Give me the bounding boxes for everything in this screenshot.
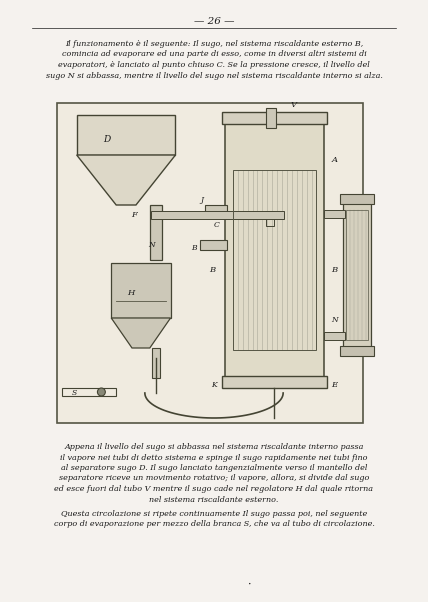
Text: Il funzionamento è il seguente: Il sugo, nel sistema riscaldante esterno B,: Il funzionamento è il seguente: Il sugo,… [65,40,363,48]
Text: separatore riceve un movimento rotativo; il vapore, allora, si divide dal sugo: separatore riceve un movimento rotativo;… [59,474,369,482]
Bar [111,263,170,318]
Bar [57,103,363,423]
Circle shape [98,388,105,396]
Text: E: E [332,381,338,389]
Text: evaporatori, è lanciato al punto chiuso C. Se la pressione cresce, il livello de: evaporatori, è lanciato al punto chiuso … [58,61,370,69]
Bar [77,115,175,155]
Text: al separatore sugo D. Il sugo lanciato tangenzialmente verso il mantello del: al separatore sugo D. Il sugo lanciato t… [61,464,367,472]
Text: H: H [128,289,135,297]
Bar [340,194,374,204]
Text: F: F [131,211,137,219]
Text: B: B [192,244,197,252]
Text: comincia ad evaporare ed una parte di esso, come in diversi altri sistemi di: comincia ad evaporare ed una parte di es… [62,51,366,58]
Bar [324,210,345,218]
Bar [233,170,316,350]
Bar [346,210,368,340]
Text: V: V [291,101,297,109]
Text: S: S [72,389,77,397]
Bar [266,108,276,128]
Text: — 26 —: — 26 — [194,17,234,26]
Bar [343,200,371,350]
Text: B: B [332,266,338,274]
Text: sugo N si abbassa, mentre il livello del sugo nel sistema riscaldante interno si: sugo N si abbassa, mentre il livello del… [45,72,383,79]
Bar [222,376,327,388]
Text: N: N [332,316,338,324]
Text: B: B [209,266,215,274]
Polygon shape [77,155,175,205]
Bar [266,211,274,226]
Bar [150,205,162,260]
Bar [205,205,227,213]
Bar [62,388,116,396]
Bar [222,112,327,124]
Text: J: J [200,196,203,204]
Text: ed esce fuori dal tubo V mentre il sugo cade nel regolatore H dal quale ritorna: ed esce fuori dal tubo V mentre il sugo … [54,485,374,493]
Bar [225,120,324,380]
Bar [324,332,345,340]
Text: ·: · [248,580,251,590]
Text: N: N [149,241,155,249]
Text: corpo di evaporazione per mezzo della branca S, che va al tubo di circolazione.: corpo di evaporazione per mezzo della br… [54,521,374,529]
Text: nel sistema riscaldante esterno.: nel sistema riscaldante esterno. [149,495,279,503]
Text: K: K [211,381,217,389]
Bar [152,348,160,378]
Text: Appena il livello del sugo si abbassa nel sistema riscaldante interno passa: Appena il livello del sugo si abbassa ne… [64,443,364,451]
Polygon shape [111,318,170,348]
Bar [200,240,227,250]
Text: D: D [103,135,110,144]
Text: A: A [332,156,338,164]
Bar [151,211,284,219]
Text: C: C [214,221,220,229]
Text: il vapore nei tubi di detto sistema e spinge il sugo rapidamente nei tubi fino: il vapore nei tubi di detto sistema e sp… [60,453,368,462]
Text: Questa circolazione si ripete continuamente Il sugo passa poi, nel seguente: Questa circolazione si ripete continuame… [61,510,367,518]
Bar [340,346,374,356]
